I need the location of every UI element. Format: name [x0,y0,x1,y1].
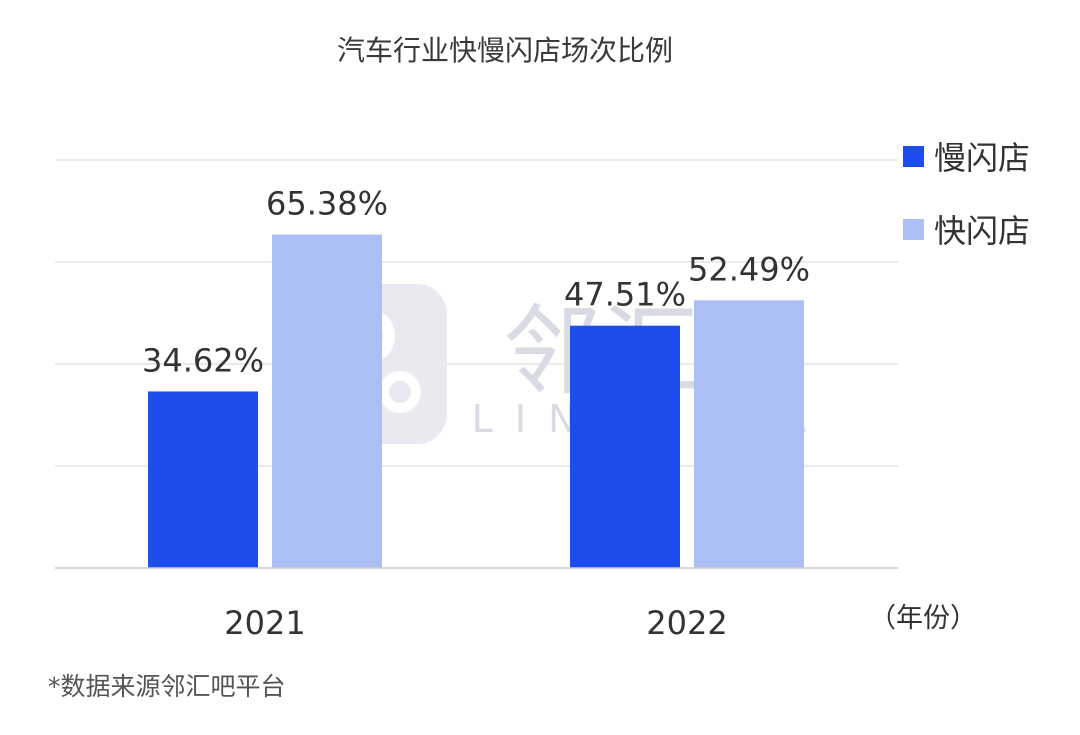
legend-label-fast: 快闪店 [934,212,1030,250]
x-tick-2021: 2021 [224,604,305,642]
legend-item-fast: 快闪店 [903,212,1030,250]
legend-swatch-fast [903,219,924,240]
legend-swatch-slow [903,146,924,167]
bar-fast-2022 [694,300,804,568]
source-note: *数据来源邻汇吧平台 [48,672,286,701]
value-label-slow-2021: 34.62% [142,341,264,379]
bar-slow-2022 [570,325,680,568]
chart-title: 汽车行业快慢闪店场次比例 [337,34,673,67]
bar-slow-2021 [148,391,258,568]
x-tick-2022: 2022 [646,604,727,642]
bars [148,234,804,568]
watermark-logo-circle-right [379,371,421,413]
legend-label-slow: 慢闪店 [934,139,1030,177]
legend-item-slow: 慢闪店 [903,139,1030,177]
legend: 慢闪店 快闪店 [903,139,1030,250]
x-axis-ticks: 2021 2022 [224,604,727,642]
value-labels: 34.62% 65.38% 47.51%52.49% [142,185,810,380]
x-axis-unit: （年份） [869,603,977,634]
bar-fast-2021 [272,234,382,568]
value-label-fast-2022: 52.49% [688,250,810,288]
value-label-fast-2021: 65.38% [266,185,388,223]
value-label-slow-2022: 47.51% [564,276,686,314]
